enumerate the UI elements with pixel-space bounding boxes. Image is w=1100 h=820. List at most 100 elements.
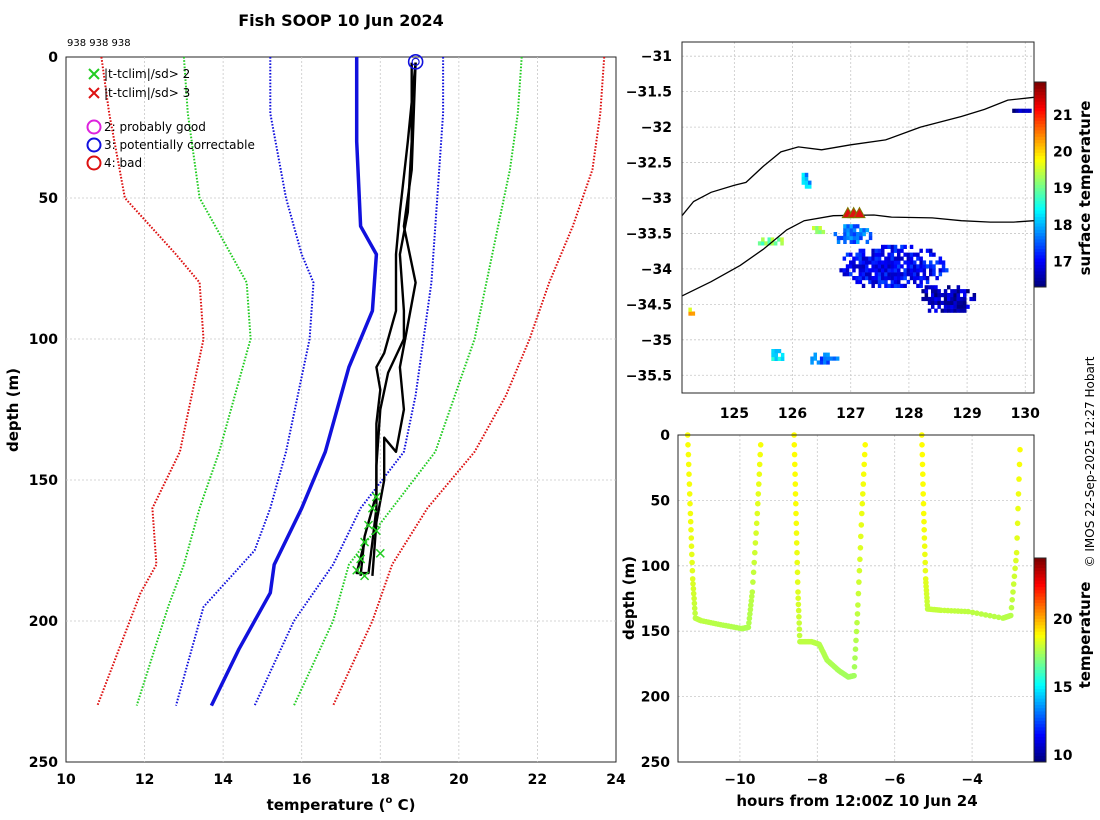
sst-cell xyxy=(935,260,939,265)
sst-cell xyxy=(858,248,863,253)
sst-cell xyxy=(906,279,911,285)
temperature-sample-dot xyxy=(851,672,857,679)
sst-cell xyxy=(777,237,781,242)
temperature-sample-dot xyxy=(1015,505,1021,512)
time-depth-xtick-label: −4 xyxy=(961,772,983,788)
sst-cell xyxy=(842,256,847,261)
qc-cross-marker xyxy=(356,554,366,564)
sst-cell xyxy=(842,272,847,277)
map-ytick-label: −32 xyxy=(641,120,672,136)
temperature-sample-dot xyxy=(978,611,985,617)
sst-cell xyxy=(856,235,860,241)
sst-cell xyxy=(941,260,946,265)
sst-cell xyxy=(804,180,809,185)
sst-cell xyxy=(826,360,830,365)
sst-cell xyxy=(858,256,863,261)
temperature-sample-dot xyxy=(792,461,798,468)
legend-flag-circle-icon xyxy=(86,137,102,153)
colorbar-segment xyxy=(1034,242,1046,246)
sst-cell xyxy=(874,256,879,261)
map-ytick-label: −34 xyxy=(641,262,672,278)
sst-cell xyxy=(865,256,869,261)
temperature-sample-dot xyxy=(793,530,800,536)
sst-cell xyxy=(890,252,895,257)
climatology-line xyxy=(135,56,252,706)
colorbar-segment xyxy=(1034,181,1046,185)
sst-cell xyxy=(877,256,882,261)
colorbar-segment xyxy=(1034,647,1046,651)
sst-cell xyxy=(938,256,943,261)
colorbar-segment xyxy=(1034,203,1046,208)
temperature-sample-dot xyxy=(691,595,697,602)
profile-ytick-label: 150 xyxy=(29,473,58,489)
temperature-sample-dot xyxy=(748,598,755,604)
time-depth-ytick-label: 50 xyxy=(651,493,671,509)
temperature-sample-dot xyxy=(748,602,754,608)
sst-cell xyxy=(959,304,964,309)
temperature-sample-dot xyxy=(857,556,863,563)
sst-cell xyxy=(913,268,917,273)
map-ticks: 125 126 127 128 129 130 −31 −31.5 −32 −32.5 −33 −33… xyxy=(626,49,1040,422)
sst-cell xyxy=(932,264,936,269)
sst-cell xyxy=(893,260,898,265)
sst-cell xyxy=(861,268,866,273)
colorbar-segment xyxy=(1034,254,1046,259)
profile-ytick-label: 0 xyxy=(48,50,58,66)
sst-cell xyxy=(953,296,957,302)
sst-cell xyxy=(871,260,875,265)
sst-cell xyxy=(845,268,850,273)
sst-cell xyxy=(1028,108,1032,113)
sst-cell xyxy=(934,285,938,290)
sst-cell xyxy=(852,268,856,273)
sst-cell xyxy=(927,285,932,290)
sst-cell xyxy=(935,276,939,281)
sst-cell xyxy=(849,239,854,244)
sst-cell xyxy=(846,224,850,229)
sst-cell xyxy=(943,293,948,298)
sst-cell xyxy=(810,356,814,361)
colorbar-segment xyxy=(1034,685,1046,690)
sst-cell xyxy=(774,356,778,361)
sst-cell xyxy=(849,232,854,237)
sst-cell xyxy=(929,272,933,277)
legend-cross-icon xyxy=(88,68,100,80)
sst-cell xyxy=(947,308,951,313)
sst-cell xyxy=(909,260,914,265)
profile-xtick-label: 24 xyxy=(606,772,626,788)
legend-flag-label: 4: bad xyxy=(104,156,142,170)
colorbar-segment xyxy=(1034,746,1046,750)
sst-cell xyxy=(897,279,901,285)
qc-cross-marker xyxy=(360,537,370,547)
sst-cell xyxy=(897,264,901,269)
temperature-sample-dot xyxy=(796,620,802,626)
map-sst-cells xyxy=(688,108,1032,365)
sst-cell xyxy=(777,349,782,354)
map-xtick-label: 126 xyxy=(778,406,807,422)
sst-cell xyxy=(913,260,917,265)
sst-cell xyxy=(890,283,895,288)
sst-cell xyxy=(900,256,904,261)
colorbar-segment xyxy=(1034,264,1046,269)
time-depth-ytick-label: 0 xyxy=(660,428,670,444)
sst-cell xyxy=(810,360,814,365)
sst-cell xyxy=(773,241,778,246)
temperature-sample-dot xyxy=(919,461,926,468)
temperature-sample-dot xyxy=(792,491,799,497)
sst-cell xyxy=(815,229,819,235)
sst-cell xyxy=(836,239,841,244)
colorbar-frame xyxy=(1033,81,1047,288)
coastline-line xyxy=(681,96,1035,217)
sst-cell xyxy=(909,244,914,249)
colorbar-segment xyxy=(1034,682,1046,686)
sst-cell xyxy=(953,308,957,313)
temperature-sample-dot xyxy=(746,615,753,622)
sst-cell xyxy=(818,229,822,235)
sst-cell xyxy=(903,276,907,281)
temperature-sample-dot xyxy=(982,612,989,618)
legend-cross-label: |t-tclim|/sd> 3 xyxy=(104,86,190,100)
sst-cell xyxy=(852,239,857,244)
temperature-colorbar: 10 15 20 xyxy=(1033,557,1073,764)
temperature-sample-dot xyxy=(851,664,858,670)
sst-cell xyxy=(929,260,933,265)
cast-profile-line xyxy=(355,62,413,575)
